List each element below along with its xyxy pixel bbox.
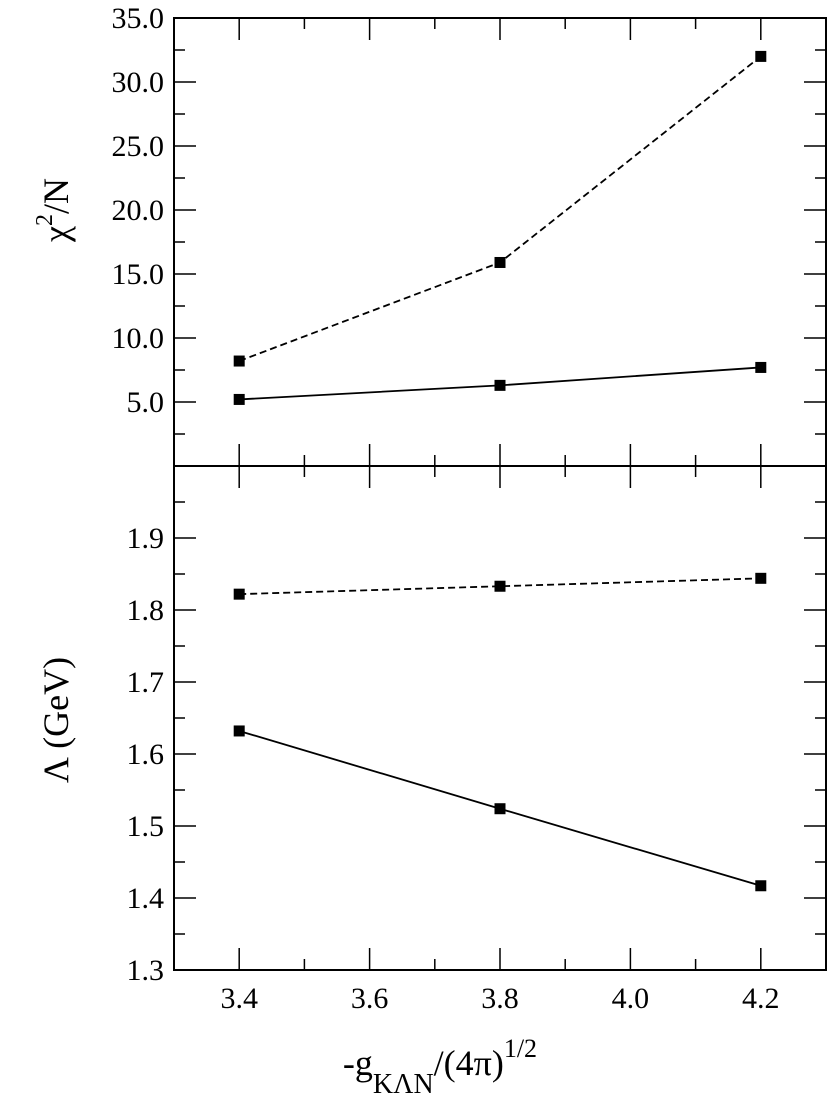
y-label-rest: /N xyxy=(36,178,76,214)
marker xyxy=(494,379,506,391)
marker xyxy=(233,393,245,405)
marker xyxy=(233,725,245,737)
y-tick-label: 1.5 xyxy=(127,810,165,843)
marker xyxy=(755,50,767,62)
x-tick-label: 3.8 xyxy=(481,982,519,1015)
x-tick-label: 3.6 xyxy=(351,982,389,1015)
x-label-main: -g xyxy=(343,1043,373,1083)
y-axis-label: χ2/N xyxy=(32,178,76,243)
y-tick-label: 1.4 xyxy=(127,882,165,915)
series-line xyxy=(238,55,762,362)
marker xyxy=(233,355,245,367)
y-tick-label: 1.9 xyxy=(127,522,165,555)
y-tick-label: 35.0 xyxy=(112,2,165,35)
y-tick-label: 1.7 xyxy=(127,666,165,699)
y-axis-label: Λ (GeV) xyxy=(36,657,76,783)
marker xyxy=(494,580,506,592)
marker xyxy=(494,803,506,815)
y-label-main: χ xyxy=(36,226,76,243)
y-tick-label: 1.8 xyxy=(127,594,165,627)
y-tick-label: 1.6 xyxy=(127,738,165,771)
x-label-sub: KΛN xyxy=(373,1069,434,1100)
marker xyxy=(755,572,767,584)
marker xyxy=(755,361,767,373)
y-tick-label: 20.0 xyxy=(112,194,165,227)
y-tick-label: 30.0 xyxy=(112,66,165,99)
y-label-sup: 2 xyxy=(32,214,58,226)
series-line xyxy=(239,577,761,596)
y-tick-label: 15.0 xyxy=(112,258,165,291)
marker xyxy=(755,880,767,892)
y-tick-label: 5.0 xyxy=(127,386,165,419)
plot-frame xyxy=(173,17,827,467)
marker xyxy=(494,256,506,268)
y-tick-label: 25.0 xyxy=(112,130,165,163)
x-label-rest: /(4π) xyxy=(434,1043,504,1083)
marker xyxy=(233,588,245,600)
x-tick-label: 4.0 xyxy=(612,982,650,1015)
x-label-sup: 1/2 xyxy=(504,1034,537,1063)
x-tick-label: 3.4 xyxy=(220,982,258,1015)
x-axis-label: -gKΛN/(4π)1/2 xyxy=(343,1034,537,1100)
y-tick-label: 10.0 xyxy=(112,322,165,355)
y-tick-label: 1.3 xyxy=(127,954,165,987)
plot-frame xyxy=(173,465,827,971)
x-tick-label: 4.2 xyxy=(742,982,780,1015)
